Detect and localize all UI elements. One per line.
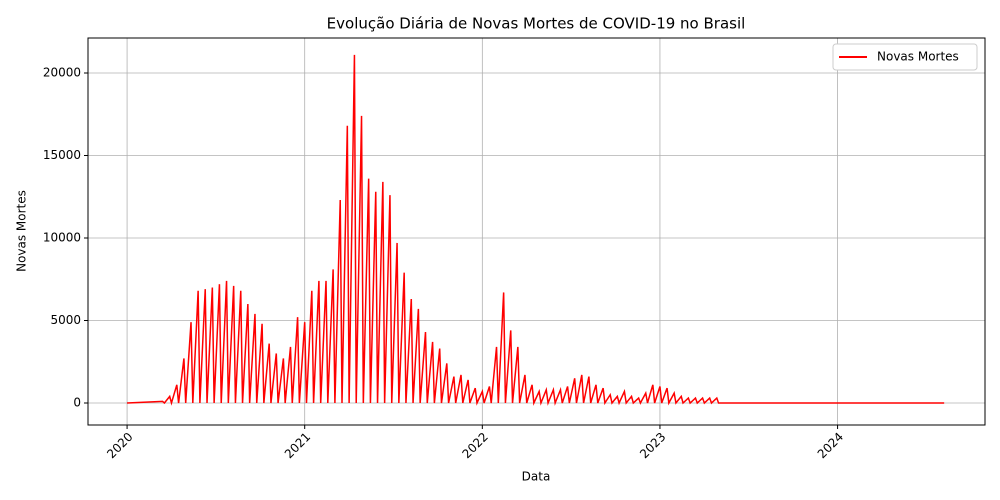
x-axis-label: Data (522, 470, 551, 484)
y-tick-label: 10000 (43, 231, 81, 245)
data-line (127, 54, 945, 406)
x-tick-label: 2020 (104, 430, 135, 461)
legend-label: Novas Mortes (877, 50, 959, 64)
y-tick-label: 15000 (43, 148, 81, 162)
chart-title: Evolução Diária de Novas Mortes de COVID… (327, 15, 746, 33)
legend-box (832, 43, 978, 71)
x-tick-label: 2022 (459, 430, 490, 461)
x-tick-label: 2023 (637, 430, 668, 461)
y-axis-label: Novas Mortes (15, 190, 29, 272)
y-tick-label: 20000 (43, 65, 81, 79)
x-tick-label: 2021 (282, 430, 313, 461)
y-tick-label: 0 (73, 396, 81, 410)
x-tick-label: 2024 (815, 430, 846, 461)
y-tick-label: 5000 (50, 313, 81, 327)
plot-frame (87, 37, 986, 426)
